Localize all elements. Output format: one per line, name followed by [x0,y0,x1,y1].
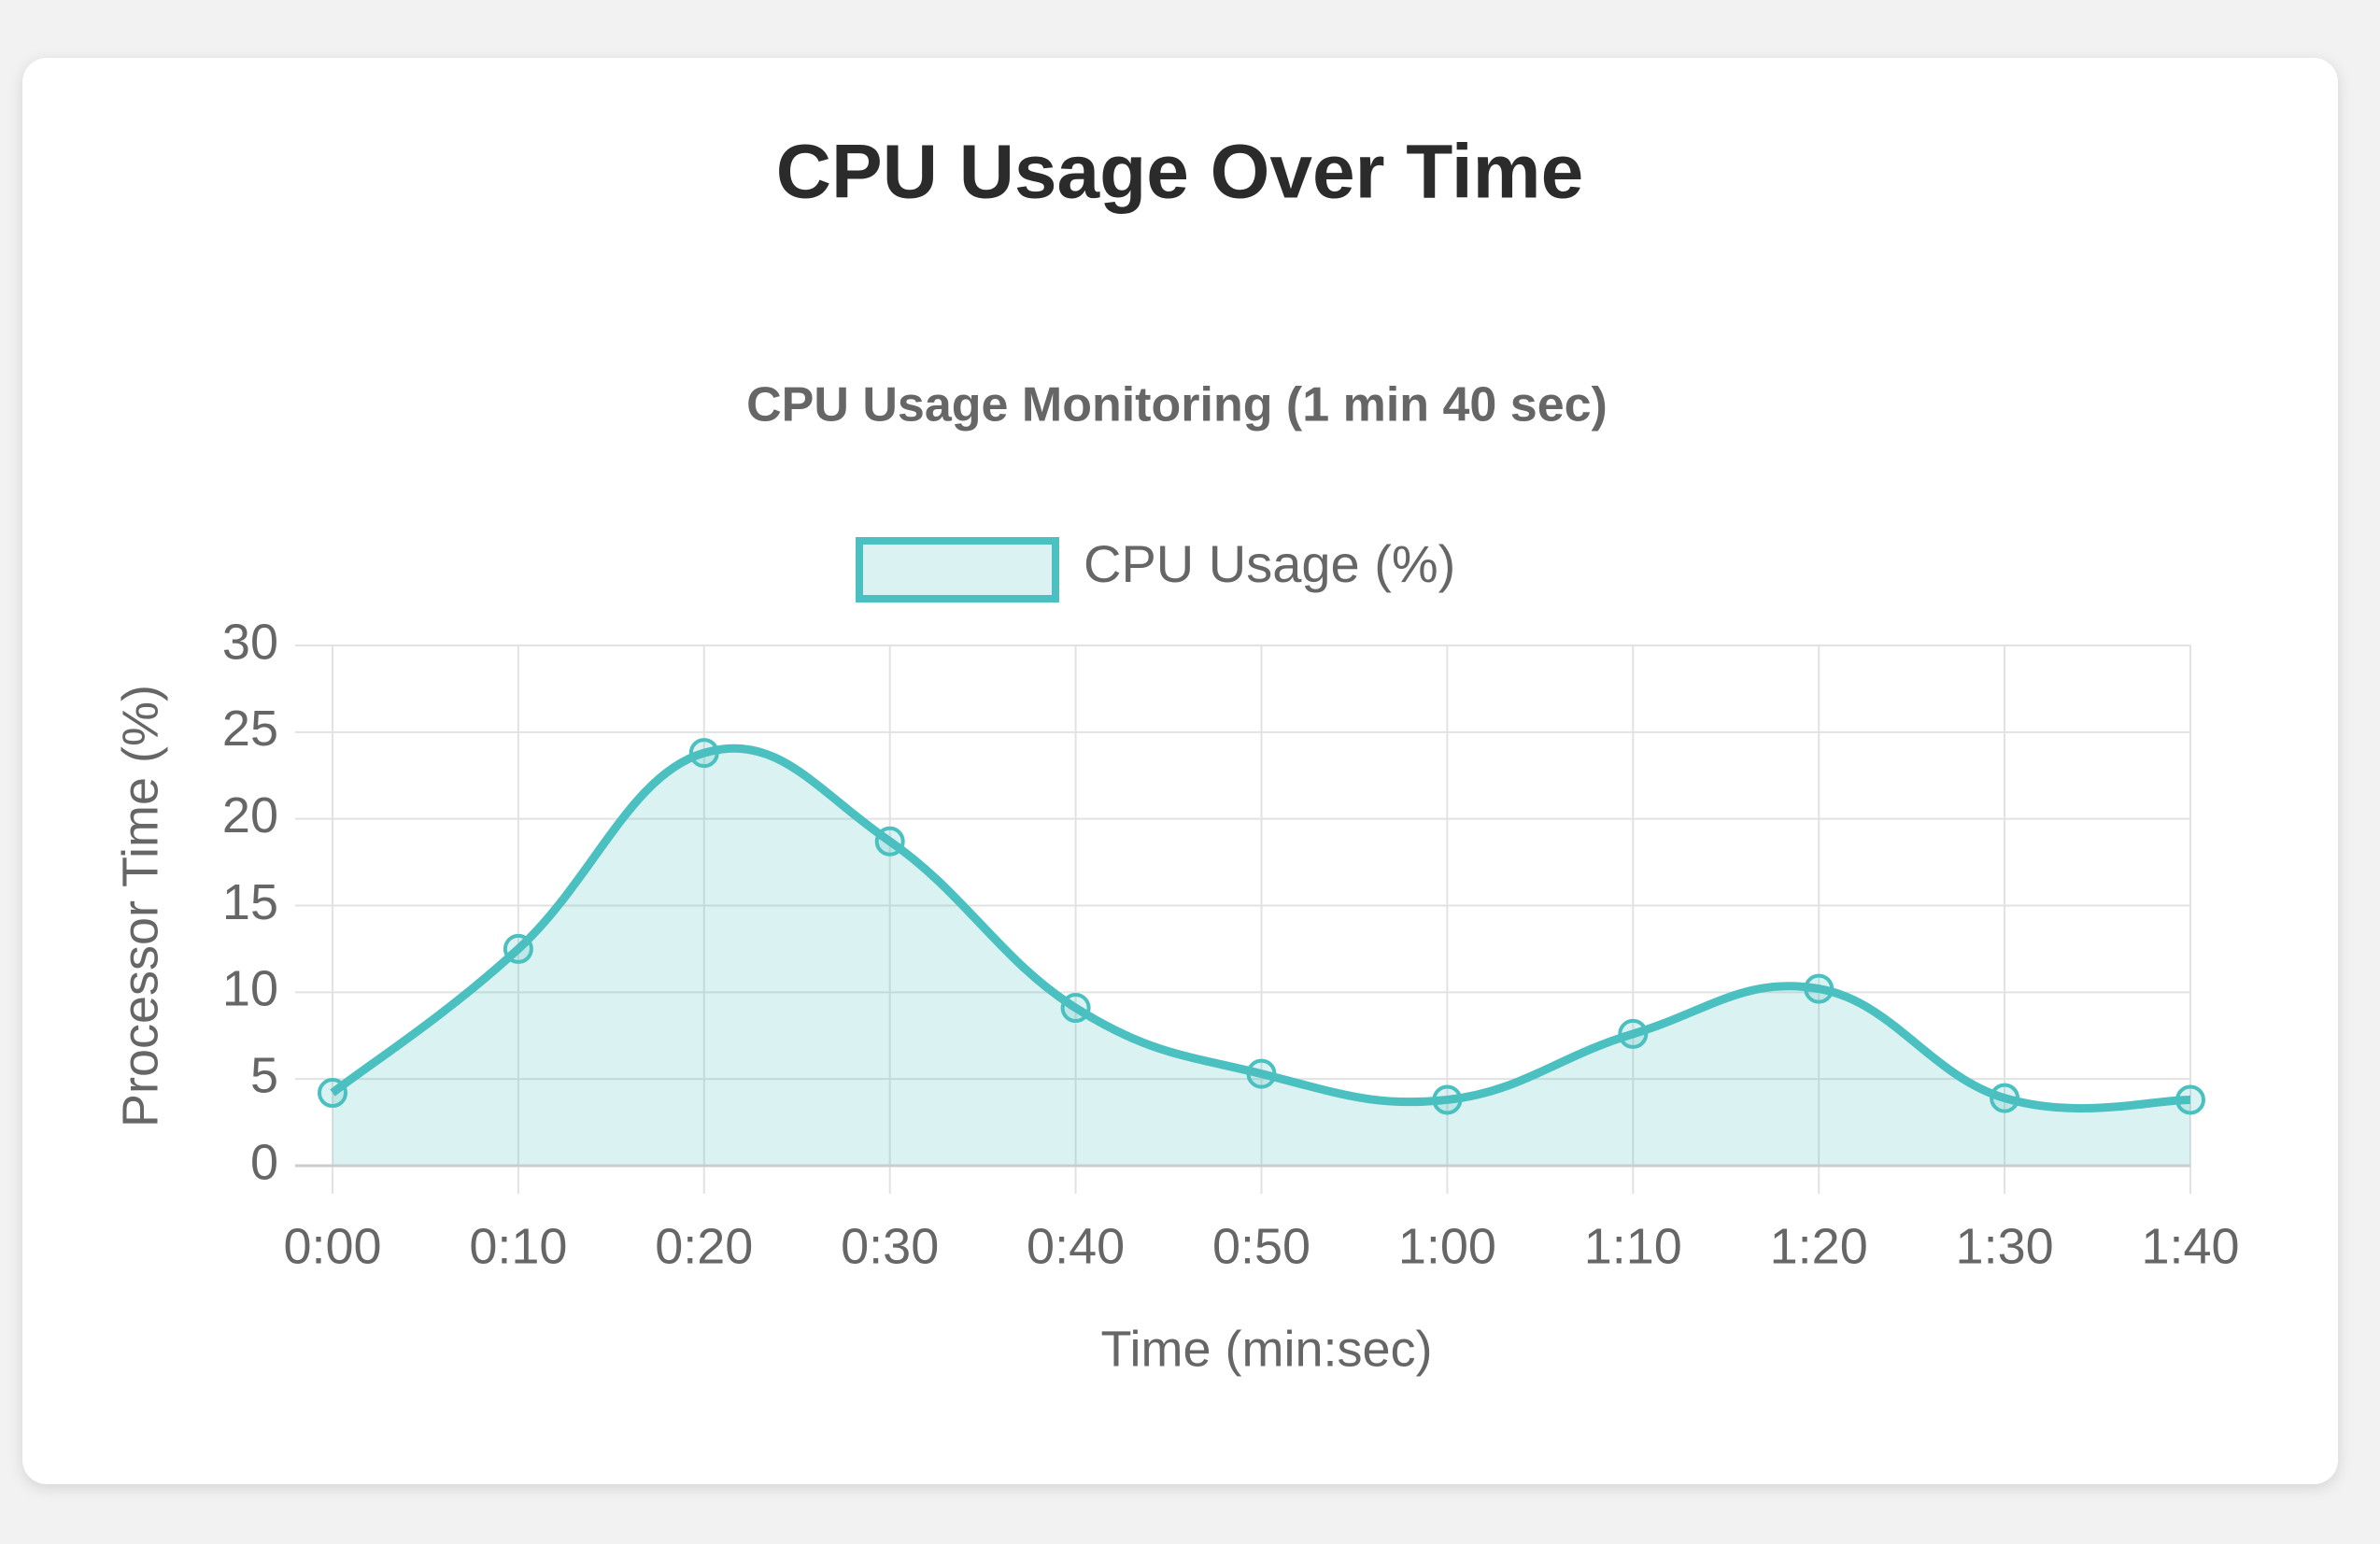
point [1246,1058,1277,1089]
legend-swatch [856,537,1059,602]
point [1060,993,1091,1024]
x-tick-label: 0:20 [655,1218,753,1274]
point [2175,1084,2205,1115]
x-tick-label: 0:30 [841,1218,939,1274]
card [22,58,2338,1484]
chart-title: CPU Usage Monitoring (1 min 40 sec) [746,378,1608,432]
legend-label: CPU Usage (%) [1084,534,1455,593]
x-tick-label: 0:10 [469,1218,567,1274]
point [318,1078,347,1109]
x-tick-label: 1:30 [1956,1218,2054,1274]
y-tick-label: 20 [222,787,278,843]
point [503,933,533,964]
point [1432,1084,1463,1115]
x-tick-label: 1:20 [1770,1218,1868,1274]
y-tick-label: 30 [222,614,278,670]
x-axis-title: Time (min:sec) [1100,1321,1432,1377]
line [330,744,2191,1113]
point [1990,1083,2020,1113]
x-tick-label: 0:50 [1212,1218,1310,1274]
x-tick-label: 0:40 [1027,1218,1125,1274]
point [688,738,719,769]
area [333,748,2190,1166]
page-title: CPU Usage Over Time [776,130,1583,215]
point [1618,1018,1649,1049]
x-tick-label: 1:00 [1398,1218,1496,1274]
x-tick-label: 0:00 [283,1218,381,1274]
y-tick-label: 0 [250,1134,278,1190]
y-tick-label: 5 [250,1047,278,1103]
point [1804,973,1835,1004]
y-tick-label: 25 [222,701,278,757]
x-tick-label: 1:10 [1584,1218,1682,1274]
x-tick-label: 1:40 [2141,1218,2239,1274]
point [874,826,905,857]
y-tick-label: 15 [222,874,278,930]
y-axis-title: Processor Time (%) [112,685,168,1127]
y-tick-label: 10 [222,961,278,1017]
